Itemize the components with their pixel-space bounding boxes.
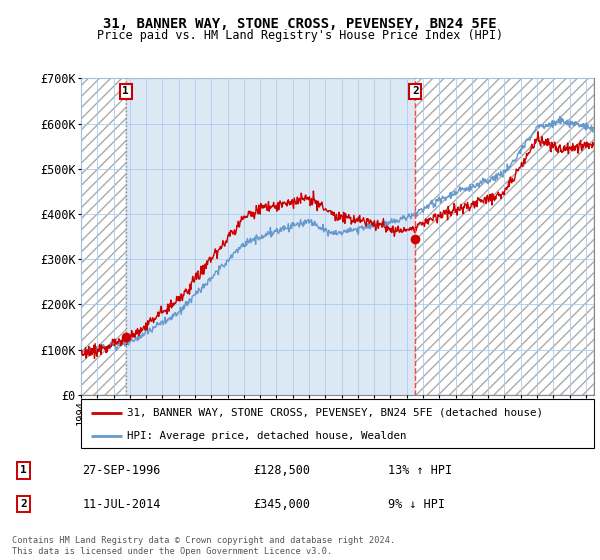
Text: Price paid vs. HM Land Registry's House Price Index (HPI): Price paid vs. HM Land Registry's House … [97,29,503,42]
Text: 31, BANNER WAY, STONE CROSS, PEVENSEY, BN24 5FE (detached house): 31, BANNER WAY, STONE CROSS, PEVENSEY, B… [127,408,543,418]
Bar [415,78,594,395]
Bar [81,78,126,395]
FancyBboxPatch shape [81,399,594,448]
Bar [126,78,415,395]
Text: Contains HM Land Registry data © Crown copyright and database right 2024.
This d: Contains HM Land Registry data © Crown c… [12,536,395,556]
Text: £345,000: £345,000 [253,497,310,511]
Text: 1: 1 [122,86,129,96]
Text: 31, BANNER WAY, STONE CROSS, PEVENSEY, BN24 5FE: 31, BANNER WAY, STONE CROSS, PEVENSEY, B… [103,17,497,31]
Text: 11-JUL-2014: 11-JUL-2014 [82,497,161,511]
Text: 9% ↓ HPI: 9% ↓ HPI [388,497,445,511]
Text: 27-SEP-1996: 27-SEP-1996 [82,464,161,477]
Text: £128,500: £128,500 [253,464,310,477]
Text: 13% ↑ HPI: 13% ↑ HPI [388,464,452,477]
Text: HPI: Average price, detached house, Wealden: HPI: Average price, detached house, Weal… [127,431,407,441]
Text: 2: 2 [412,86,419,96]
Text: 2: 2 [20,499,27,509]
Text: 1: 1 [20,465,27,475]
